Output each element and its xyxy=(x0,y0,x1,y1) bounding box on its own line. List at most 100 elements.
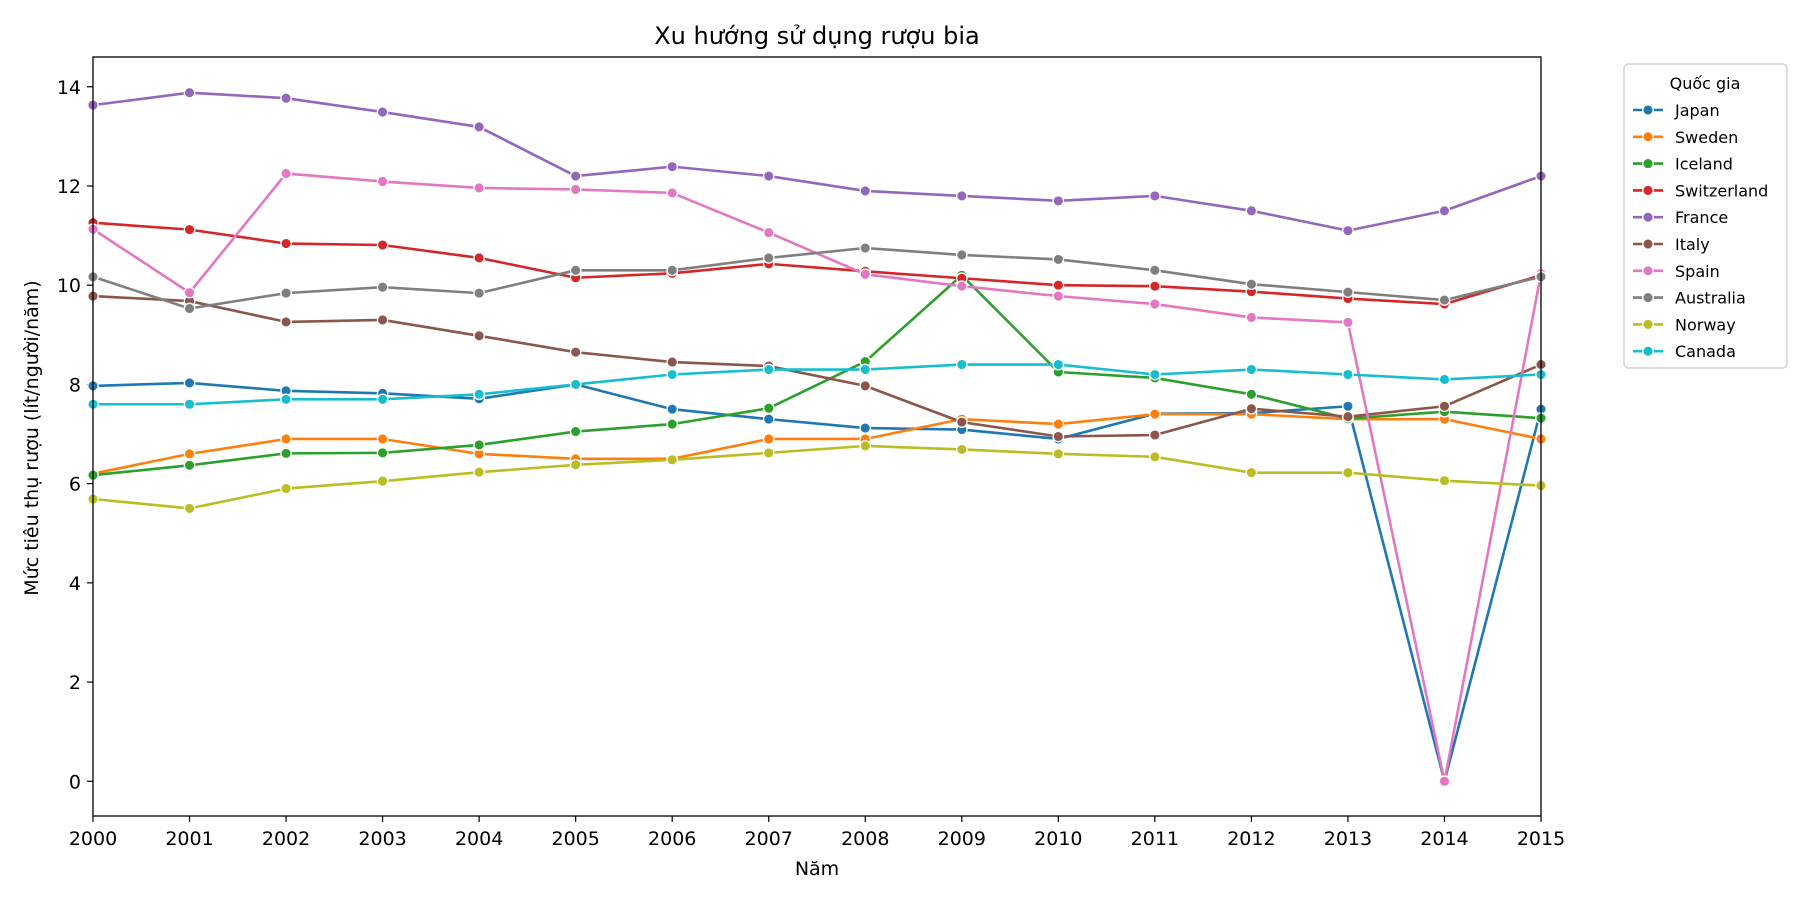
series-france xyxy=(87,86,1547,237)
data-point xyxy=(1052,279,1065,292)
data-point xyxy=(183,502,196,515)
data-point xyxy=(666,453,679,466)
legend-label: Sweden xyxy=(1675,128,1738,147)
x-tick-label: 2005 xyxy=(551,828,599,850)
legend-marker xyxy=(1642,130,1654,143)
data-point xyxy=(1052,290,1065,302)
legend-marker xyxy=(1642,345,1654,358)
x-tick-label: 2007 xyxy=(745,828,793,850)
data-point xyxy=(473,182,485,194)
series-line xyxy=(92,381,1543,783)
data-point xyxy=(1438,373,1451,386)
data-point xyxy=(666,160,679,173)
data-point xyxy=(1342,286,1354,298)
data-point xyxy=(1245,363,1258,376)
x-axis-ticks: 2000 2001 2002 2003 2004 2005 2006 2007 2008 2009… xyxy=(69,816,1565,850)
legend-label: Norway xyxy=(1675,315,1736,334)
legend-item-sweden: Sweden xyxy=(1633,128,1738,147)
legend-label: Japan xyxy=(1674,101,1720,120)
data-point xyxy=(1052,358,1065,371)
data-point xyxy=(569,183,582,196)
data-point xyxy=(280,393,292,406)
legend-item-norway: Norway xyxy=(1633,315,1736,334)
data-point xyxy=(569,170,582,182)
chart-title: Xu hướng sử dụng rượu bia xyxy=(654,22,980,50)
data-point xyxy=(762,252,775,264)
data-point xyxy=(666,187,679,199)
plot-area-frame xyxy=(92,56,1542,817)
series-norway xyxy=(87,440,1547,515)
data-point xyxy=(376,314,389,326)
legend-item-france: France xyxy=(1633,208,1728,227)
x-tick-label: 2014 xyxy=(1420,828,1468,850)
data-point xyxy=(280,433,292,445)
y-tick-label: 0 xyxy=(69,771,81,793)
series-australia xyxy=(87,242,1547,315)
legend-marker xyxy=(1642,238,1654,250)
data-point xyxy=(955,443,968,456)
series-line xyxy=(92,221,1542,306)
data-point xyxy=(859,185,872,197)
legend-marker xyxy=(1642,184,1654,197)
legend-label: France xyxy=(1675,208,1728,227)
data-point xyxy=(666,403,679,416)
y-axis-label: Mức tiêu thụ rượu (lít/người/năm) xyxy=(21,280,43,595)
data-point xyxy=(955,249,968,261)
data-point xyxy=(280,482,292,495)
data-point xyxy=(280,237,292,250)
data-point xyxy=(859,440,872,452)
legend-item-australia: Australia xyxy=(1633,289,1746,308)
data-point xyxy=(280,92,292,105)
y-tick-label: 14 xyxy=(57,77,81,99)
x-tick-label: 2003 xyxy=(358,828,406,850)
data-point xyxy=(183,459,196,472)
data-point xyxy=(183,223,196,236)
data-point xyxy=(955,190,968,202)
data-point xyxy=(1245,278,1258,291)
y-tick-label: 8 xyxy=(69,374,81,396)
data-point xyxy=(280,287,292,299)
data-point xyxy=(1342,400,1354,413)
legend-item-switzerland: Switzerland xyxy=(1633,181,1768,200)
x-tick-label: 2012 xyxy=(1227,828,1275,850)
y-tick-label: 2 xyxy=(69,672,81,694)
data-point xyxy=(955,416,968,428)
data-point xyxy=(473,329,485,342)
data-point xyxy=(762,363,775,376)
series-spain xyxy=(87,167,1547,788)
data-point xyxy=(762,170,775,182)
series-line xyxy=(92,91,1542,232)
data-point xyxy=(569,264,582,277)
data-point xyxy=(666,368,679,381)
x-tick-label: 2000 xyxy=(69,828,117,850)
y-tick-label: 4 xyxy=(69,573,81,595)
data-point xyxy=(1149,190,1161,202)
series-line xyxy=(92,273,1542,477)
data-point xyxy=(280,167,292,180)
data-point xyxy=(762,447,775,459)
data-point xyxy=(666,264,679,277)
series-switzerland xyxy=(87,216,1547,310)
x-tick-label: 2002 xyxy=(262,828,310,850)
data-point xyxy=(183,448,196,460)
x-axis-label: Năm xyxy=(795,858,839,880)
data-point xyxy=(1438,474,1451,487)
data-point xyxy=(183,86,196,99)
legend-marker xyxy=(1642,157,1654,170)
data-point xyxy=(1342,410,1354,423)
data-point xyxy=(473,121,485,133)
legend-label: Switzerland xyxy=(1675,181,1768,200)
legend-item-italy: Italy xyxy=(1633,235,1710,254)
y-axis-ticks: 0 2 4 6 8 10 12 14 xyxy=(57,77,93,793)
legend-item-japan: Japan xyxy=(1633,101,1720,120)
series-sweden xyxy=(87,408,1547,480)
data-point xyxy=(376,106,389,118)
data-point xyxy=(1149,450,1161,463)
data-point xyxy=(569,425,582,438)
data-point xyxy=(1149,280,1161,293)
x-tick-label: 2004 xyxy=(455,828,503,850)
legend-marker xyxy=(1642,211,1654,224)
data-point xyxy=(376,281,389,294)
series-line xyxy=(92,294,1542,438)
